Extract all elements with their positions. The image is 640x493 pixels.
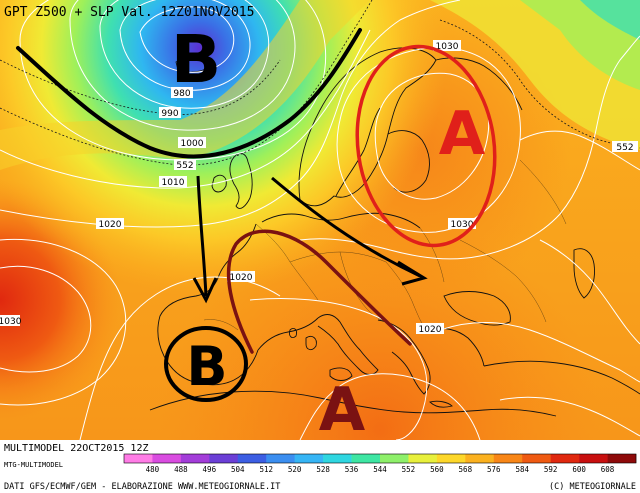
svg-text:1020: 1020 xyxy=(230,273,253,283)
legend-tick-label: 504 xyxy=(231,465,245,474)
svg-text:980: 980 xyxy=(173,89,190,99)
legend-tick-label: 584 xyxy=(515,465,529,474)
legend-tick-label: 528 xyxy=(316,465,330,474)
low-marker-atlantic: B xyxy=(171,21,221,98)
isobars xyxy=(0,0,640,440)
legend-tick-label: 552 xyxy=(402,465,416,474)
geopotential-field xyxy=(0,0,640,440)
legend-tick-label: 496 xyxy=(203,465,217,474)
z500-contours xyxy=(0,0,640,166)
legend-tick-label: 592 xyxy=(544,465,558,474)
arrow-south-iberia xyxy=(196,175,208,297)
isobar-label: 1030 xyxy=(448,218,476,230)
legend-swatch xyxy=(522,454,551,463)
isobar-label: 1030 xyxy=(433,40,461,52)
isobar-label: 1020 xyxy=(96,218,124,230)
credits-label: DATI GFS/ECMWF/GEM - ELABORAZIONE WWW.ME… xyxy=(4,482,280,492)
svg-text:1010: 1010 xyxy=(162,178,185,188)
legend-swatch xyxy=(237,454,267,463)
svg-text:1020: 1020 xyxy=(99,220,122,230)
legend-swatch xyxy=(436,454,466,463)
legend-swatch xyxy=(209,454,239,463)
legend-swatch xyxy=(266,454,295,463)
z500-label: 552 xyxy=(174,159,196,171)
borders xyxy=(203,159,567,331)
legend-swatch xyxy=(323,454,352,463)
legend-tick-label: 512 xyxy=(259,465,273,474)
annotations xyxy=(16,28,497,402)
legend-swatch xyxy=(294,454,324,463)
svg-text:1000: 1000 xyxy=(181,139,204,149)
z500-label: 552 xyxy=(612,141,638,153)
isobar-label: 1020 xyxy=(227,271,255,283)
legend-swatch xyxy=(465,454,495,463)
legend-tick-label: 608 xyxy=(601,465,615,474)
z500-label-group: 552 552 xyxy=(174,141,638,171)
copyright-label: (C) METEOGIORNALE xyxy=(549,482,636,492)
ridge-axis-line xyxy=(226,229,412,354)
footer-background xyxy=(0,440,640,493)
high-marker-east: A xyxy=(439,99,486,169)
legend-swatch xyxy=(380,454,409,463)
svg-text:990: 990 xyxy=(161,109,178,119)
isobar-label-group: 980 990 1000 1010 1020 1020 1020 1030 10… xyxy=(0,40,476,335)
legend-tick-label: 520 xyxy=(288,465,302,474)
isobar-label: 980 xyxy=(171,87,193,99)
low-marker-iberia: B xyxy=(186,335,227,398)
isobar-label: 1010 xyxy=(159,176,187,188)
legend-swatch xyxy=(408,454,438,463)
model-tag-label: MTG-MULTIMODEL xyxy=(4,461,63,469)
svg-text:1030: 1030 xyxy=(451,220,474,230)
arrow-southeast-europe xyxy=(271,176,421,278)
legend-tick-label: 560 xyxy=(430,465,444,474)
high-outline-ellipse xyxy=(355,44,497,248)
legend-swatch xyxy=(124,454,153,463)
legend-tick-label: 544 xyxy=(373,465,387,474)
isobar-label: 990 xyxy=(159,107,181,119)
svg-text:1030: 1030 xyxy=(0,317,22,327)
isobar-label: 1030 xyxy=(0,315,22,327)
legend-swatch xyxy=(180,454,210,463)
legend-swatch xyxy=(351,454,381,463)
legend-swatch xyxy=(493,454,523,463)
svg-text:1020: 1020 xyxy=(419,325,442,335)
legend-swatch xyxy=(152,454,182,463)
legend-swatch xyxy=(607,454,637,463)
low-outline-circle xyxy=(164,326,248,402)
trough-axis-line xyxy=(16,28,362,159)
isobar-label: 1020 xyxy=(416,323,444,335)
legend-tick-label: 576 xyxy=(487,465,501,474)
svg-text:552: 552 xyxy=(616,143,633,153)
svg-text:552: 552 xyxy=(176,161,193,171)
isobar-label: 1000 xyxy=(178,137,206,149)
high-marker-mediterranean: A xyxy=(319,375,366,445)
legend-tick-label: 568 xyxy=(459,465,473,474)
legend-border xyxy=(123,453,637,464)
color-scale-legend: 480 488 496 504 512 520 528 536 544 552 560 568 576 5… xyxy=(123,453,637,474)
pressure-markers: B A B A xyxy=(171,21,486,445)
legend-tick-label: 488 xyxy=(174,465,188,474)
legend-swatch xyxy=(579,454,608,463)
arrowhead-southeast-europe xyxy=(397,260,428,286)
legend-tick-label: 600 xyxy=(572,465,586,474)
model-run-label: MULTIMODEL 22OCT2015 12Z xyxy=(4,443,149,454)
arrowhead-south-iberia xyxy=(192,277,218,304)
svg-text:1030: 1030 xyxy=(436,42,459,52)
legend-tick-label: 536 xyxy=(345,465,359,474)
map-title: GPT Z500 + SLP Val. 12Z01NOV2015 xyxy=(4,5,254,20)
legend-swatch xyxy=(550,454,580,463)
legend-tick-label: 480 xyxy=(146,465,160,474)
